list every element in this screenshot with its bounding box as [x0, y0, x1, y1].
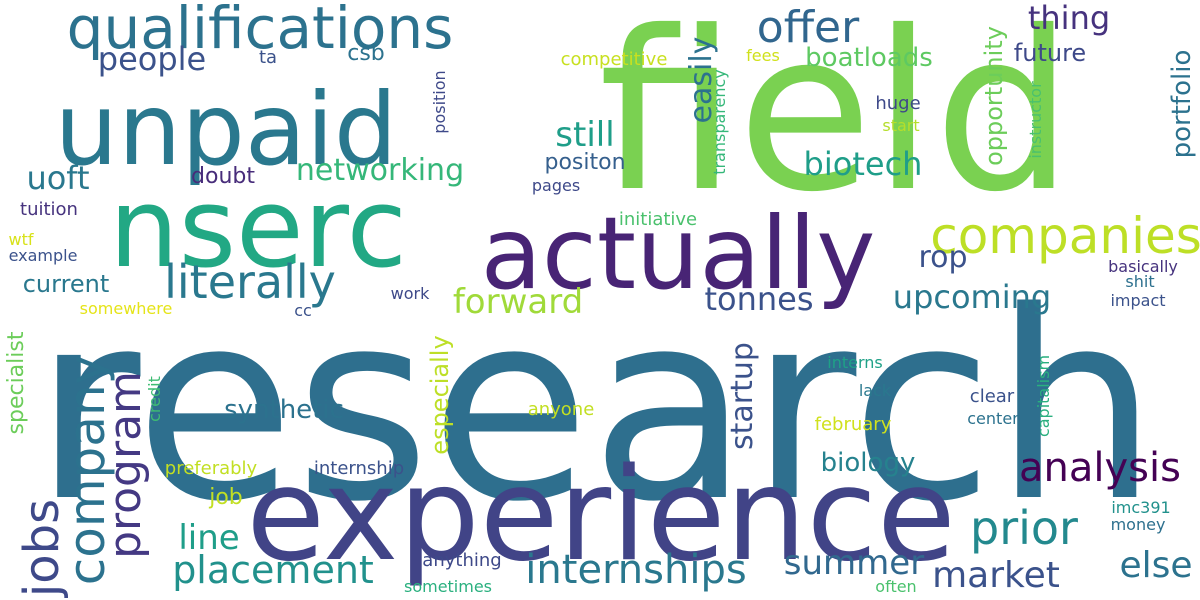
word-synthetic: synthetic: [224, 395, 344, 425]
word-center: center: [967, 409, 1019, 428]
word-qualifications: qualifications: [66, 0, 454, 62]
word-internship: internship: [313, 458, 405, 479]
word-credit: credit: [145, 376, 164, 422]
word-opportunity: opportunity: [980, 26, 1008, 166]
word-wtf: wtf: [8, 230, 34, 249]
word-offer: offer: [756, 2, 860, 53]
word-nserc: nserc: [109, 164, 407, 292]
word-future: future: [1013, 39, 1087, 67]
word-market: market: [932, 555, 1060, 596]
word-specialist: specialist: [4, 331, 29, 435]
word-internships: internships: [525, 547, 747, 593]
word-uoft: uoft: [26, 159, 90, 197]
word-analysis: analysis: [1019, 445, 1181, 491]
word-literally: literally: [164, 255, 336, 309]
word-imc391: imc391: [1111, 498, 1171, 517]
word-february: february: [814, 414, 892, 435]
word-current: current: [22, 270, 110, 298]
word-huge: huge: [875, 93, 921, 114]
word-people: people: [97, 40, 207, 78]
word-position: position: [430, 70, 449, 134]
word-often: often: [875, 577, 917, 596]
word-upcoming: upcoming: [892, 278, 1052, 316]
word-anyone: anyone: [527, 399, 595, 420]
word-basically: basically: [1108, 257, 1178, 276]
word-instructor: instructor: [1026, 81, 1045, 159]
word-biology: biology: [820, 448, 916, 478]
word-research: research: [33, 257, 1159, 559]
word-tonnes: tonnes: [704, 280, 814, 318]
word-somewhere: somewhere: [79, 299, 173, 318]
word-money: money: [1110, 515, 1166, 534]
word-job: job: [209, 485, 243, 510]
word-cc: cc: [294, 301, 312, 320]
word-field: field: [598, 0, 1074, 240]
word-competitive: competitive: [560, 49, 668, 70]
word-prior: prior: [970, 501, 1078, 555]
word-clear: clear: [969, 386, 1015, 407]
word-doubt: doubt: [191, 164, 255, 189]
word-fees: fees: [746, 46, 780, 65]
word-summer: summer: [783, 543, 925, 583]
word-networking: networking: [295, 153, 465, 188]
word-impact: impact: [1110, 291, 1166, 310]
word-lack: lack: [858, 381, 892, 400]
word-startup: startup: [725, 342, 760, 450]
word-example: example: [8, 246, 78, 265]
word-start: start: [882, 116, 920, 135]
word-transparency: transparency: [710, 69, 729, 175]
word-capitalism: capitalism: [1034, 354, 1053, 438]
word-csb: csb: [347, 41, 385, 66]
word-still: still: [555, 115, 615, 155]
word-biotech: biotech: [803, 145, 923, 183]
word-anything: anything: [422, 550, 502, 571]
word-unpaid: unpaid: [54, 71, 398, 188]
word-forward: forward: [452, 282, 584, 322]
word-else: else: [1119, 545, 1193, 586]
word-pages: pages: [531, 176, 581, 195]
word-ta: ta: [258, 47, 278, 68]
word-line: line: [178, 518, 240, 558]
word-experience: experience: [246, 441, 956, 590]
word-companies: companies: [930, 207, 1200, 265]
word-portfolio: portfolio: [1167, 49, 1197, 159]
word-especially: especially: [426, 335, 454, 455]
word-sometimes: sometimes: [403, 577, 493, 596]
word-boatloads: boatloads: [805, 43, 933, 73]
word-initiative: initiative: [618, 209, 698, 230]
word-thing: thing: [1027, 0, 1111, 37]
word-positon: positon: [544, 150, 626, 175]
word-jobs: jobs: [14, 498, 70, 598]
word-work: work: [390, 284, 430, 303]
word-interns: interns: [827, 353, 883, 372]
word-placement: placement: [172, 548, 374, 592]
word-rop: rop: [918, 240, 968, 275]
word-preferably: preferably: [164, 458, 258, 479]
word-shit: shit: [1125, 272, 1155, 291]
word-actually: actually: [480, 195, 876, 312]
word-tuition: tuition: [20, 199, 78, 220]
word-program: program: [100, 371, 151, 559]
